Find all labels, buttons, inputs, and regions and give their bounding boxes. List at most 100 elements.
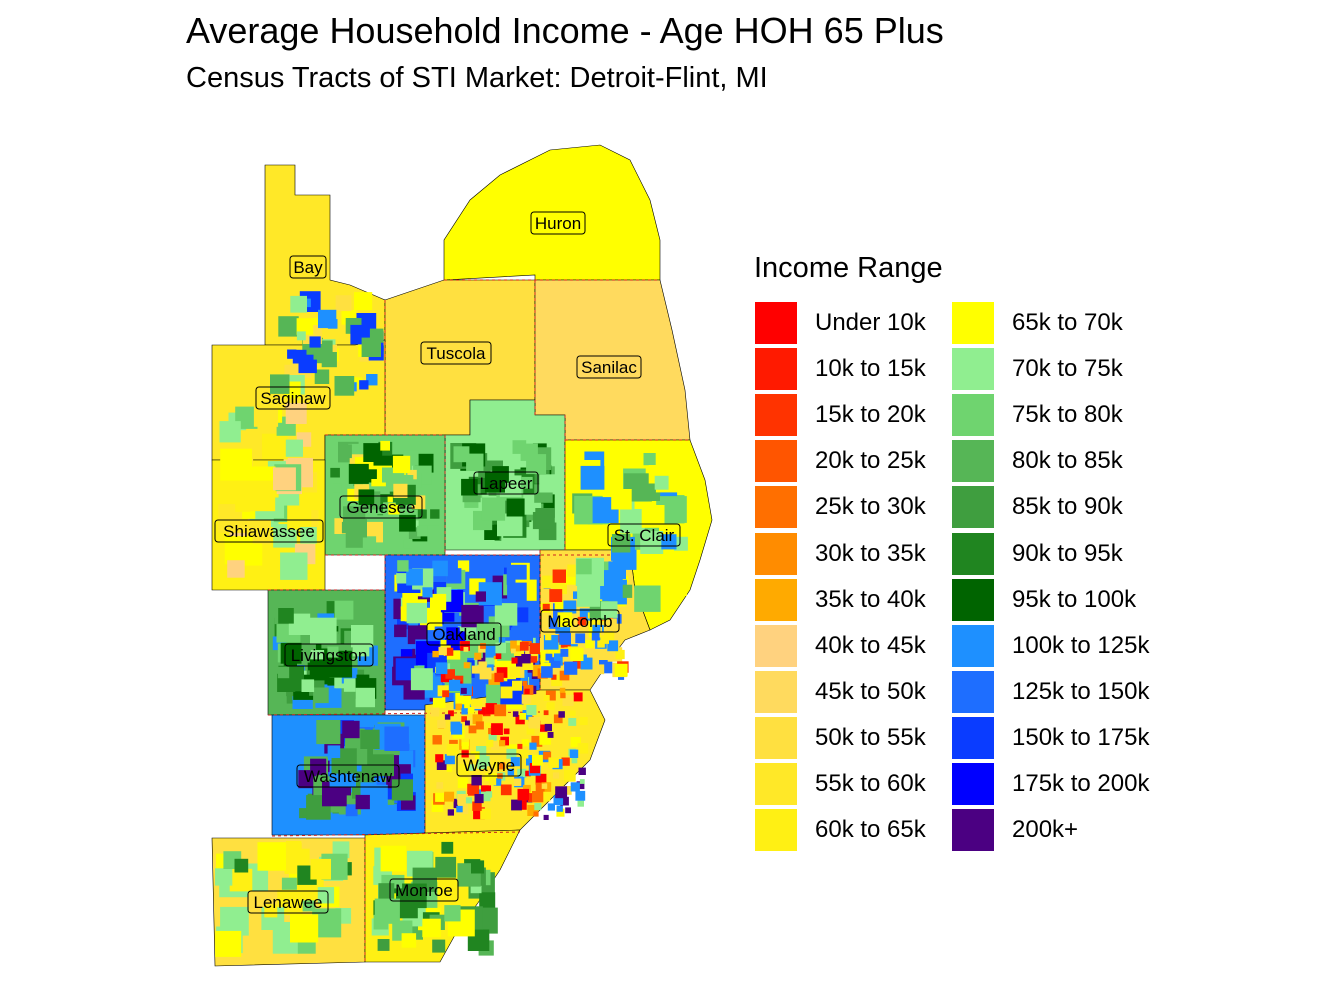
tract-patch: [477, 789, 483, 795]
county-label-livingston: Livingston: [284, 643, 374, 667]
county-label-stclair: St. Clair: [607, 523, 681, 547]
legend-label: 25k to 30k: [815, 493, 926, 521]
tract-patch: [603, 618, 617, 632]
tract-patch: [358, 489, 375, 506]
tract-patch: [620, 509, 645, 534]
tract-patch: [361, 337, 381, 357]
tract-patch: [511, 648, 516, 654]
county-label-text: Lapeer: [480, 474, 533, 493]
tract-patch: [285, 439, 303, 457]
tract-patch: [503, 728, 510, 735]
tract-patch: [296, 331, 306, 341]
county-label-lapeer: Lapeer: [473, 471, 539, 495]
tract-patches: [215, 291, 688, 957]
tract-patch: [541, 666, 553, 678]
tract-patch: [570, 782, 580, 792]
tract-patch: [506, 498, 525, 517]
tract-patch: [500, 686, 513, 699]
legend-label: 40k to 45k: [815, 631, 926, 659]
tract-patch: [519, 600, 529, 611]
tract-patch: [521, 476, 533, 489]
county-label-text: Sanilac: [581, 358, 637, 377]
tract-patch: [432, 695, 446, 708]
tract-patch: [548, 618, 560, 629]
tract-patch: [551, 674, 557, 680]
tract-patch: [448, 710, 454, 717]
legend-label: 85k to 90k: [1012, 493, 1123, 521]
tract-patch: [487, 440, 507, 461]
tract-patch: [485, 773, 494, 782]
legend-item: 85k to 90k: [952, 486, 1123, 529]
tract-patch: [614, 663, 628, 677]
tract-patch: [466, 453, 484, 471]
tract-patch: [488, 666, 497, 675]
tract-patch: [488, 673, 500, 685]
tract-patch: [495, 642, 506, 654]
tract-patch: [511, 799, 522, 811]
tract-patch: [553, 795, 564, 805]
county-label-text: Saginaw: [260, 389, 326, 408]
tract-patch: [571, 757, 578, 764]
legend-swatch: [755, 348, 797, 391]
tract-patch: [478, 661, 487, 670]
tract-patch: [220, 448, 252, 481]
tract-patch: [517, 768, 527, 778]
tract-patch: [509, 666, 521, 678]
tract-patch: [310, 858, 331, 880]
county-label-text: Macomb: [547, 612, 612, 631]
legend-label: 70k to 75k: [1012, 355, 1123, 383]
tract-patch: [560, 796, 569, 806]
tract-patch: [523, 784, 531, 793]
tract-patch: [444, 714, 451, 720]
tract-patch: [273, 467, 296, 491]
tract-patch: [458, 764, 470, 776]
tract-patch: [390, 645, 401, 657]
tract-patch: [592, 624, 601, 633]
legend-swatch: [755, 624, 797, 667]
tract-patch: [432, 939, 446, 953]
legend-label: 65k to 70k: [1012, 309, 1123, 336]
legend-swatch: [755, 302, 797, 344]
tract-patch: [465, 797, 472, 804]
tract-patch: [476, 623, 499, 646]
tract-patch: [478, 645, 486, 653]
county-label-huron: Huron: [530, 211, 586, 235]
tract-patch: [431, 800, 444, 812]
tract-patch: [539, 474, 558, 493]
tract-patch: [268, 851, 284, 866]
tract-patch: [557, 612, 573, 628]
legend-item: 95k to 100k: [952, 578, 1136, 621]
tract-patch: [397, 560, 409, 572]
tract-patch: [558, 711, 565, 718]
tract-patch: [270, 374, 290, 394]
tract-patch: [432, 560, 448, 577]
tract-patch: [591, 632, 600, 641]
tract-patch: [545, 653, 553, 661]
county-label-text: Monroe: [395, 881, 453, 900]
tract-patch: [543, 616, 550, 623]
legend-item: 50k to 55k: [755, 716, 926, 759]
tract-patch: [611, 534, 631, 553]
tract-patch: [474, 652, 482, 660]
tract-patch: [551, 675, 563, 687]
legend-swatch: [952, 670, 994, 713]
tract-patch: [573, 692, 583, 702]
tract-patch: [422, 587, 433, 598]
tract-patch: [334, 600, 354, 620]
tract-patch: [507, 768, 515, 776]
county-labels: Huron Bay Tuscola Sanilac Saginaw Lapeer…: [214, 211, 681, 914]
tract-patch: [463, 646, 469, 652]
legend-title: Income Range: [754, 252, 943, 284]
tract-patch: [366, 374, 378, 386]
tract-patch: [343, 678, 358, 692]
tract-patch: [476, 746, 487, 757]
tract-patch: [485, 703, 497, 715]
legend-swatch: [952, 302, 994, 344]
tract-patch: [450, 721, 461, 732]
legend-item: 55k to 60k: [755, 763, 926, 805]
legend-swatch: [755, 763, 797, 805]
legend-swatch: [952, 394, 994, 437]
tract-patch: [512, 680, 522, 691]
tract-patch: [604, 629, 615, 640]
tract-patch: [432, 735, 442, 745]
